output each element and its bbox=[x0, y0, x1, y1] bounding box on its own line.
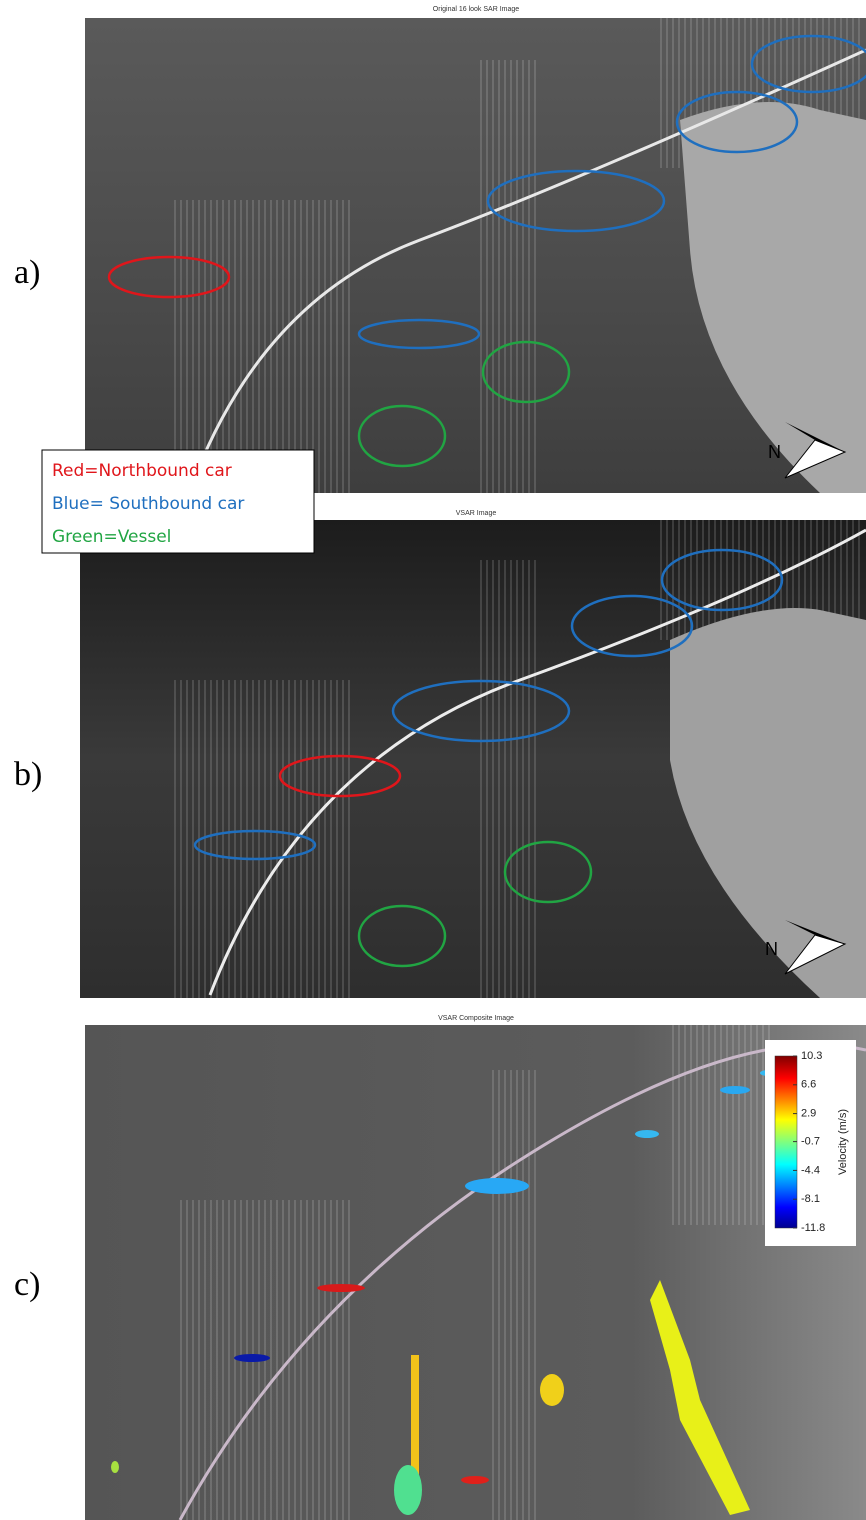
panel-label: b) bbox=[14, 756, 42, 793]
panel-title: VSAR Composite Image bbox=[438, 1015, 514, 1022]
image-texture bbox=[480, 60, 540, 493]
panel-a: Original 16 look SAR Image N a) bbox=[14, 6, 866, 493]
panel-b: VSAR Image N b) bbox=[14, 510, 866, 998]
colorbar-tick-label: -0.7 bbox=[801, 1136, 820, 1148]
legend-entry: Green=Vessel bbox=[52, 527, 171, 547]
image-texture bbox=[170, 680, 350, 998]
panel-label: c) bbox=[14, 1266, 40, 1303]
panel-label: a) bbox=[14, 254, 40, 291]
panel-title: VSAR Image bbox=[456, 510, 497, 517]
panel-c: VSAR Composite Image Velocity (m/s) 10.3… bbox=[14, 1015, 866, 1520]
colorbar-tick-label: 2.9 bbox=[801, 1107, 816, 1119]
image-texture bbox=[170, 200, 350, 493]
panel-title: Original 16 look SAR Image bbox=[433, 6, 519, 13]
legend: Red=Northbound car Blue= Southbound car … bbox=[42, 450, 314, 553]
north-label: N bbox=[765, 939, 778, 959]
image-texture bbox=[670, 1025, 770, 1225]
legend-entry: Blue= Southbound car bbox=[52, 494, 244, 514]
image-texture bbox=[480, 560, 540, 998]
image-texture bbox=[490, 1070, 540, 1520]
colorbar-tick-label: -11.8 bbox=[801, 1222, 825, 1234]
legend-entry: Red=Northbound car bbox=[52, 461, 232, 481]
colorbar-tick-label: -8.1 bbox=[801, 1193, 820, 1205]
colorbar-tick-label: -4.4 bbox=[801, 1164, 820, 1176]
north-label: N bbox=[768, 442, 781, 462]
colorbar-label: Velocity (m/s) bbox=[837, 1109, 849, 1175]
colorbar-tick-label: 6.6 bbox=[801, 1079, 816, 1091]
colorbar-tick-label: 10.3 bbox=[801, 1050, 822, 1062]
figure: Original 16 look SAR Image N a) VSAR Ima… bbox=[0, 0, 866, 1520]
colorbar: Velocity (m/s) 10.3 6.6 2.9 -0.7 -4.4 -8.1 -11… bbox=[765, 1040, 856, 1246]
